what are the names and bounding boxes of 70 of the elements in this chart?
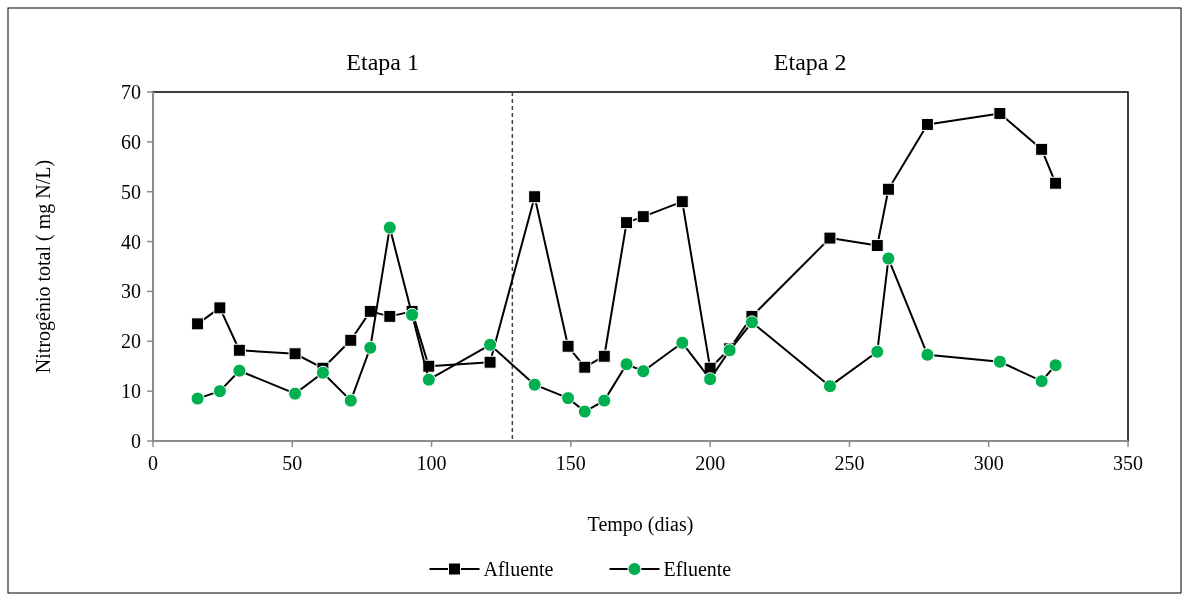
point (620, 216, 634, 230)
y-tick-label: 10 (121, 380, 141, 403)
point (288, 386, 303, 401)
point (483, 355, 497, 369)
point (191, 317, 205, 331)
text: Etapa 1 (346, 49, 419, 75)
point (382, 220, 397, 235)
y-tick-label: 0 (131, 430, 141, 452)
x-tick-label: 200 (695, 452, 726, 474)
point (870, 344, 885, 359)
point (213, 301, 227, 315)
point (1034, 374, 1049, 389)
point (597, 393, 612, 408)
point (870, 239, 884, 253)
point (1048, 358, 1063, 373)
point (315, 365, 330, 380)
legend-label: Efluente (663, 558, 732, 580)
x-tick-label: 300 (973, 452, 1004, 474)
point (190, 391, 205, 406)
point (636, 210, 650, 224)
text: Etapa 2 (773, 49, 847, 75)
point (1035, 142, 1049, 156)
point (703, 372, 718, 387)
point (675, 335, 690, 350)
y-axis-title: Nitrogênio total ( mg N/L) (32, 159, 55, 374)
x-tick-label: 150 (555, 452, 586, 474)
point (993, 106, 1007, 120)
x-tick-label: 250 (834, 452, 865, 474)
x-tick-label: 50 (282, 452, 303, 474)
point (561, 339, 575, 353)
y-tick-label: 70 (121, 81, 141, 103)
point (992, 354, 1007, 369)
x-axis-title: Tempo (dias) (587, 513, 694, 536)
legend-label: Afluente (483, 558, 554, 580)
point (881, 182, 895, 196)
point (578, 360, 592, 374)
point (288, 347, 302, 361)
point (483, 337, 498, 352)
point (920, 347, 935, 362)
point (421, 372, 436, 387)
y-tick-label: 40 (121, 230, 141, 253)
point (344, 333, 358, 347)
point (212, 384, 227, 399)
point (744, 315, 759, 330)
point (232, 343, 246, 357)
x-tick-label: 100 (416, 452, 447, 474)
x-tick-label: 0 (148, 452, 158, 474)
point (597, 349, 611, 363)
point (405, 307, 420, 322)
point (636, 364, 651, 379)
point (561, 391, 576, 406)
point (920, 117, 934, 131)
point (527, 377, 542, 392)
point (822, 379, 837, 394)
point (619, 357, 634, 372)
point (823, 231, 837, 245)
y-tick-label: 20 (121, 330, 141, 353)
point (232, 363, 247, 378)
y-tick-label: 60 (121, 130, 141, 153)
point (675, 195, 689, 209)
x-tick-label: 350 (1113, 452, 1143, 474)
point (383, 309, 397, 323)
y-tick-label: 30 (121, 280, 141, 303)
point (363, 340, 378, 355)
point (881, 251, 896, 266)
point (1049, 176, 1063, 190)
point (577, 404, 592, 419)
y-tick-label: 50 (121, 180, 141, 203)
point (343, 393, 358, 408)
point (528, 190, 542, 204)
